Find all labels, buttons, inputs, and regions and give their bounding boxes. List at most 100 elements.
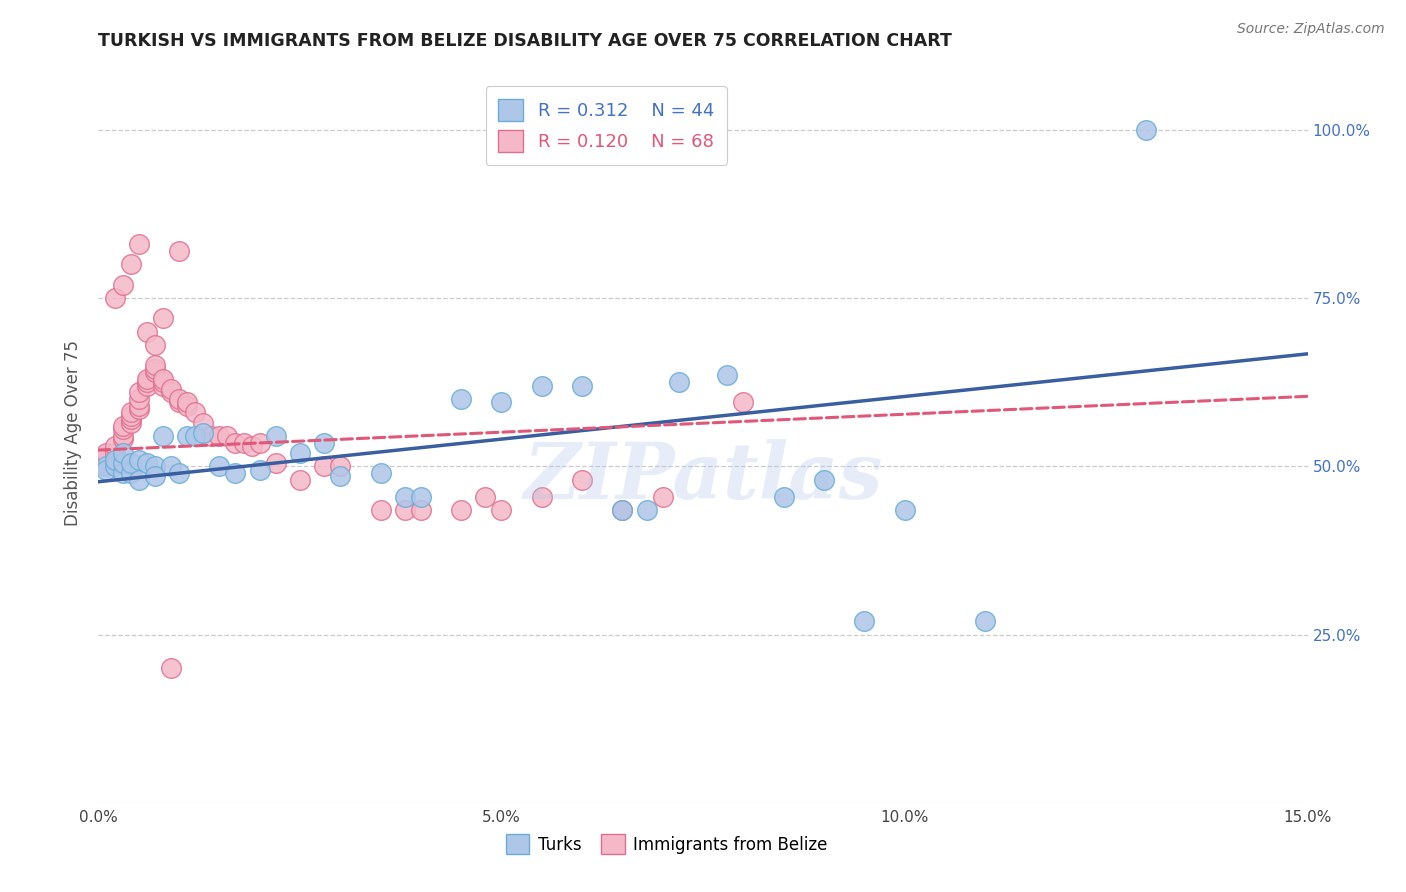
Text: TURKISH VS IMMIGRANTS FROM BELIZE DISABILITY AGE OVER 75 CORRELATION CHART: TURKISH VS IMMIGRANTS FROM BELIZE DISABI… <box>98 32 952 50</box>
Point <box>143 361 166 376</box>
Point <box>167 392 190 406</box>
Point <box>636 503 658 517</box>
Point <box>249 435 271 450</box>
Point <box>120 456 142 470</box>
Point <box>264 429 287 443</box>
Point <box>120 412 142 426</box>
Point <box>103 291 125 305</box>
Point <box>409 490 432 504</box>
Y-axis label: Disability Age Over 75: Disability Age Over 75 <box>65 340 83 525</box>
Point <box>96 446 118 460</box>
Point <box>329 459 352 474</box>
Point <box>167 244 190 258</box>
Point <box>128 473 150 487</box>
Legend: Turks, Immigrants from Belize: Turks, Immigrants from Belize <box>499 828 834 861</box>
Point <box>651 490 673 504</box>
Point <box>135 372 157 386</box>
Point <box>120 416 142 430</box>
Point <box>135 378 157 392</box>
Point <box>249 462 271 476</box>
Point <box>224 435 246 450</box>
Point <box>103 452 125 467</box>
Point <box>128 385 150 400</box>
Point <box>491 503 513 517</box>
Point <box>208 429 231 443</box>
Point <box>160 385 183 400</box>
Point <box>329 469 352 483</box>
Point <box>143 459 166 474</box>
Point <box>111 418 134 433</box>
Point <box>111 466 134 480</box>
Point <box>370 503 392 517</box>
Point <box>135 375 157 389</box>
Point <box>152 311 174 326</box>
Point <box>103 459 125 474</box>
Point <box>128 399 150 413</box>
Point <box>128 402 150 417</box>
Point <box>96 459 118 474</box>
Point <box>668 375 690 389</box>
Point <box>111 429 134 443</box>
Point <box>167 395 190 409</box>
Point <box>314 435 336 450</box>
Point <box>160 459 183 474</box>
Point <box>571 378 593 392</box>
Point <box>152 429 174 443</box>
Point <box>143 365 166 379</box>
Point <box>103 446 125 460</box>
Point <box>143 359 166 373</box>
Point <box>120 405 142 419</box>
Point <box>716 368 738 383</box>
Point <box>111 433 134 447</box>
Point <box>96 462 118 476</box>
Point <box>128 452 150 467</box>
Point <box>612 503 634 517</box>
Point <box>120 409 142 423</box>
Point <box>96 459 118 474</box>
Point <box>733 395 755 409</box>
Point <box>193 416 215 430</box>
Point <box>176 399 198 413</box>
Point <box>96 449 118 463</box>
Text: ZIPatlas: ZIPatlas <box>523 439 883 516</box>
Point <box>135 325 157 339</box>
Point <box>184 405 207 419</box>
Point <box>224 466 246 480</box>
Point <box>176 395 198 409</box>
Point <box>974 614 997 628</box>
Point <box>288 473 311 487</box>
Point <box>491 395 513 409</box>
Point <box>120 466 142 480</box>
Point <box>264 456 287 470</box>
Point <box>120 257 142 271</box>
Point <box>176 429 198 443</box>
Point <box>409 503 432 517</box>
Point <box>1135 122 1157 136</box>
Point <box>111 456 134 470</box>
Point <box>152 372 174 386</box>
Point <box>772 490 794 504</box>
Point <box>200 429 222 443</box>
Point <box>184 429 207 443</box>
Point <box>103 439 125 453</box>
Point <box>167 466 190 480</box>
Point <box>893 503 915 517</box>
Point <box>152 378 174 392</box>
Point <box>111 446 134 460</box>
Point <box>135 456 157 470</box>
Point <box>450 503 472 517</box>
Point <box>152 375 174 389</box>
Point <box>288 446 311 460</box>
Point <box>232 435 254 450</box>
Point <box>612 503 634 517</box>
Point <box>394 503 416 517</box>
Text: Source: ZipAtlas.com: Source: ZipAtlas.com <box>1237 22 1385 37</box>
Point <box>160 661 183 675</box>
Point <box>103 452 125 467</box>
Point <box>314 459 336 474</box>
Point <box>813 473 835 487</box>
Point <box>240 439 263 453</box>
Point <box>571 473 593 487</box>
Point <box>143 338 166 352</box>
Point <box>853 614 876 628</box>
